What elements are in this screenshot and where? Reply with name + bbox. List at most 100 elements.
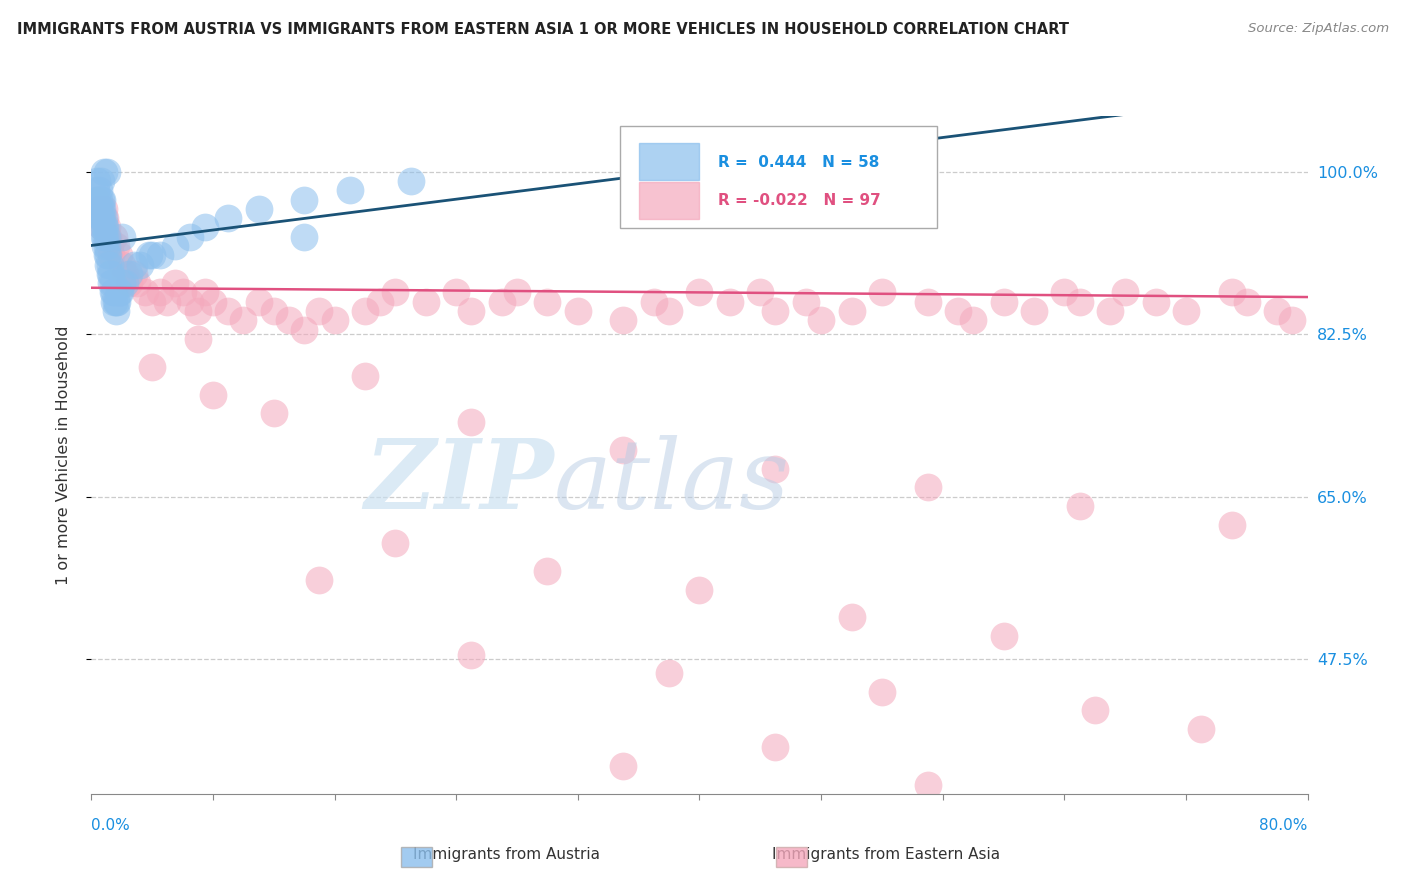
Point <box>93 220 115 235</box>
Point <box>114 276 136 290</box>
Point <box>308 574 330 588</box>
Text: ZIP: ZIP <box>364 435 554 529</box>
Point <box>491 294 513 309</box>
Point <box>567 304 589 318</box>
Point <box>103 229 125 244</box>
Point <box>368 294 391 309</box>
Point <box>163 239 186 253</box>
Text: Immigrants from Eastern Asia: Immigrants from Eastern Asia <box>772 847 1000 862</box>
Point <box>89 193 111 207</box>
Point <box>870 285 893 300</box>
Point <box>841 304 863 318</box>
Point <box>263 304 285 318</box>
Text: Immigrants from Austria: Immigrants from Austria <box>412 847 600 862</box>
Point <box>86 193 108 207</box>
Point <box>96 229 118 244</box>
Point <box>187 332 209 346</box>
Point <box>179 294 201 309</box>
Point <box>93 211 115 226</box>
Point <box>118 276 141 290</box>
Point <box>810 313 832 327</box>
Point <box>444 285 467 300</box>
Point <box>93 229 115 244</box>
Point <box>247 294 270 309</box>
Point <box>91 211 114 226</box>
Point <box>354 304 377 318</box>
Point <box>89 211 111 226</box>
Point <box>94 220 117 235</box>
Point <box>187 304 209 318</box>
Point <box>765 740 787 755</box>
Point <box>278 313 301 327</box>
Point <box>1174 304 1197 318</box>
Point <box>97 229 120 244</box>
Point <box>354 369 377 384</box>
Text: atlas: atlas <box>554 435 790 529</box>
Point <box>323 313 346 327</box>
Point <box>122 267 145 281</box>
Point <box>384 536 406 550</box>
Point <box>91 193 114 207</box>
Point <box>96 220 118 235</box>
Point <box>841 610 863 624</box>
Point <box>101 276 124 290</box>
Point <box>98 267 121 281</box>
Point <box>86 174 108 188</box>
FancyBboxPatch shape <box>620 126 936 227</box>
Point <box>96 239 118 253</box>
Point <box>104 294 127 309</box>
Y-axis label: 1 or more Vehicles in Household: 1 or more Vehicles in Household <box>56 326 70 584</box>
Point <box>993 629 1015 643</box>
Point <box>1053 285 1076 300</box>
Point <box>1114 285 1136 300</box>
Point <box>163 276 186 290</box>
Point <box>612 313 634 327</box>
Point <box>179 229 201 244</box>
Point <box>917 480 939 494</box>
Point <box>94 239 117 253</box>
Point <box>870 684 893 698</box>
Point <box>718 294 741 309</box>
Point <box>103 285 125 300</box>
Point <box>103 294 125 309</box>
Point <box>993 294 1015 309</box>
Point <box>141 294 163 309</box>
Point <box>107 248 129 262</box>
Point <box>460 304 482 318</box>
Point <box>308 304 330 318</box>
Point <box>89 211 111 226</box>
Text: 80.0%: 80.0% <box>1260 818 1308 832</box>
Point <box>97 258 120 272</box>
Point <box>89 202 111 216</box>
Point <box>612 759 634 773</box>
Point <box>118 267 141 281</box>
FancyBboxPatch shape <box>638 143 699 180</box>
Point <box>138 248 160 262</box>
Point <box>1220 517 1243 532</box>
Point <box>536 294 558 309</box>
Point <box>91 220 114 235</box>
Point <box>141 359 163 374</box>
Point <box>125 276 148 290</box>
Point <box>749 285 772 300</box>
Point <box>339 183 361 197</box>
Point <box>107 285 129 300</box>
Point <box>141 248 163 262</box>
Point <box>1069 294 1091 309</box>
Point <box>87 202 110 216</box>
Text: R =  0.444   N = 58: R = 0.444 N = 58 <box>717 154 879 169</box>
Point <box>149 285 172 300</box>
Point <box>202 294 225 309</box>
Point <box>104 239 127 253</box>
Text: R = -0.022   N = 97: R = -0.022 N = 97 <box>717 194 880 208</box>
Point <box>1144 294 1167 309</box>
Text: IMMIGRANTS FROM AUSTRIA VS IMMIGRANTS FROM EASTERN ASIA 1 OR MORE VEHICLES IN HO: IMMIGRANTS FROM AUSTRIA VS IMMIGRANTS FR… <box>17 22 1069 37</box>
Point <box>100 276 122 290</box>
Point <box>1084 703 1107 717</box>
Point <box>172 285 194 300</box>
Point <box>156 294 179 309</box>
Point <box>105 294 128 309</box>
Point <box>217 304 239 318</box>
Point <box>93 202 115 216</box>
Point <box>94 211 117 226</box>
